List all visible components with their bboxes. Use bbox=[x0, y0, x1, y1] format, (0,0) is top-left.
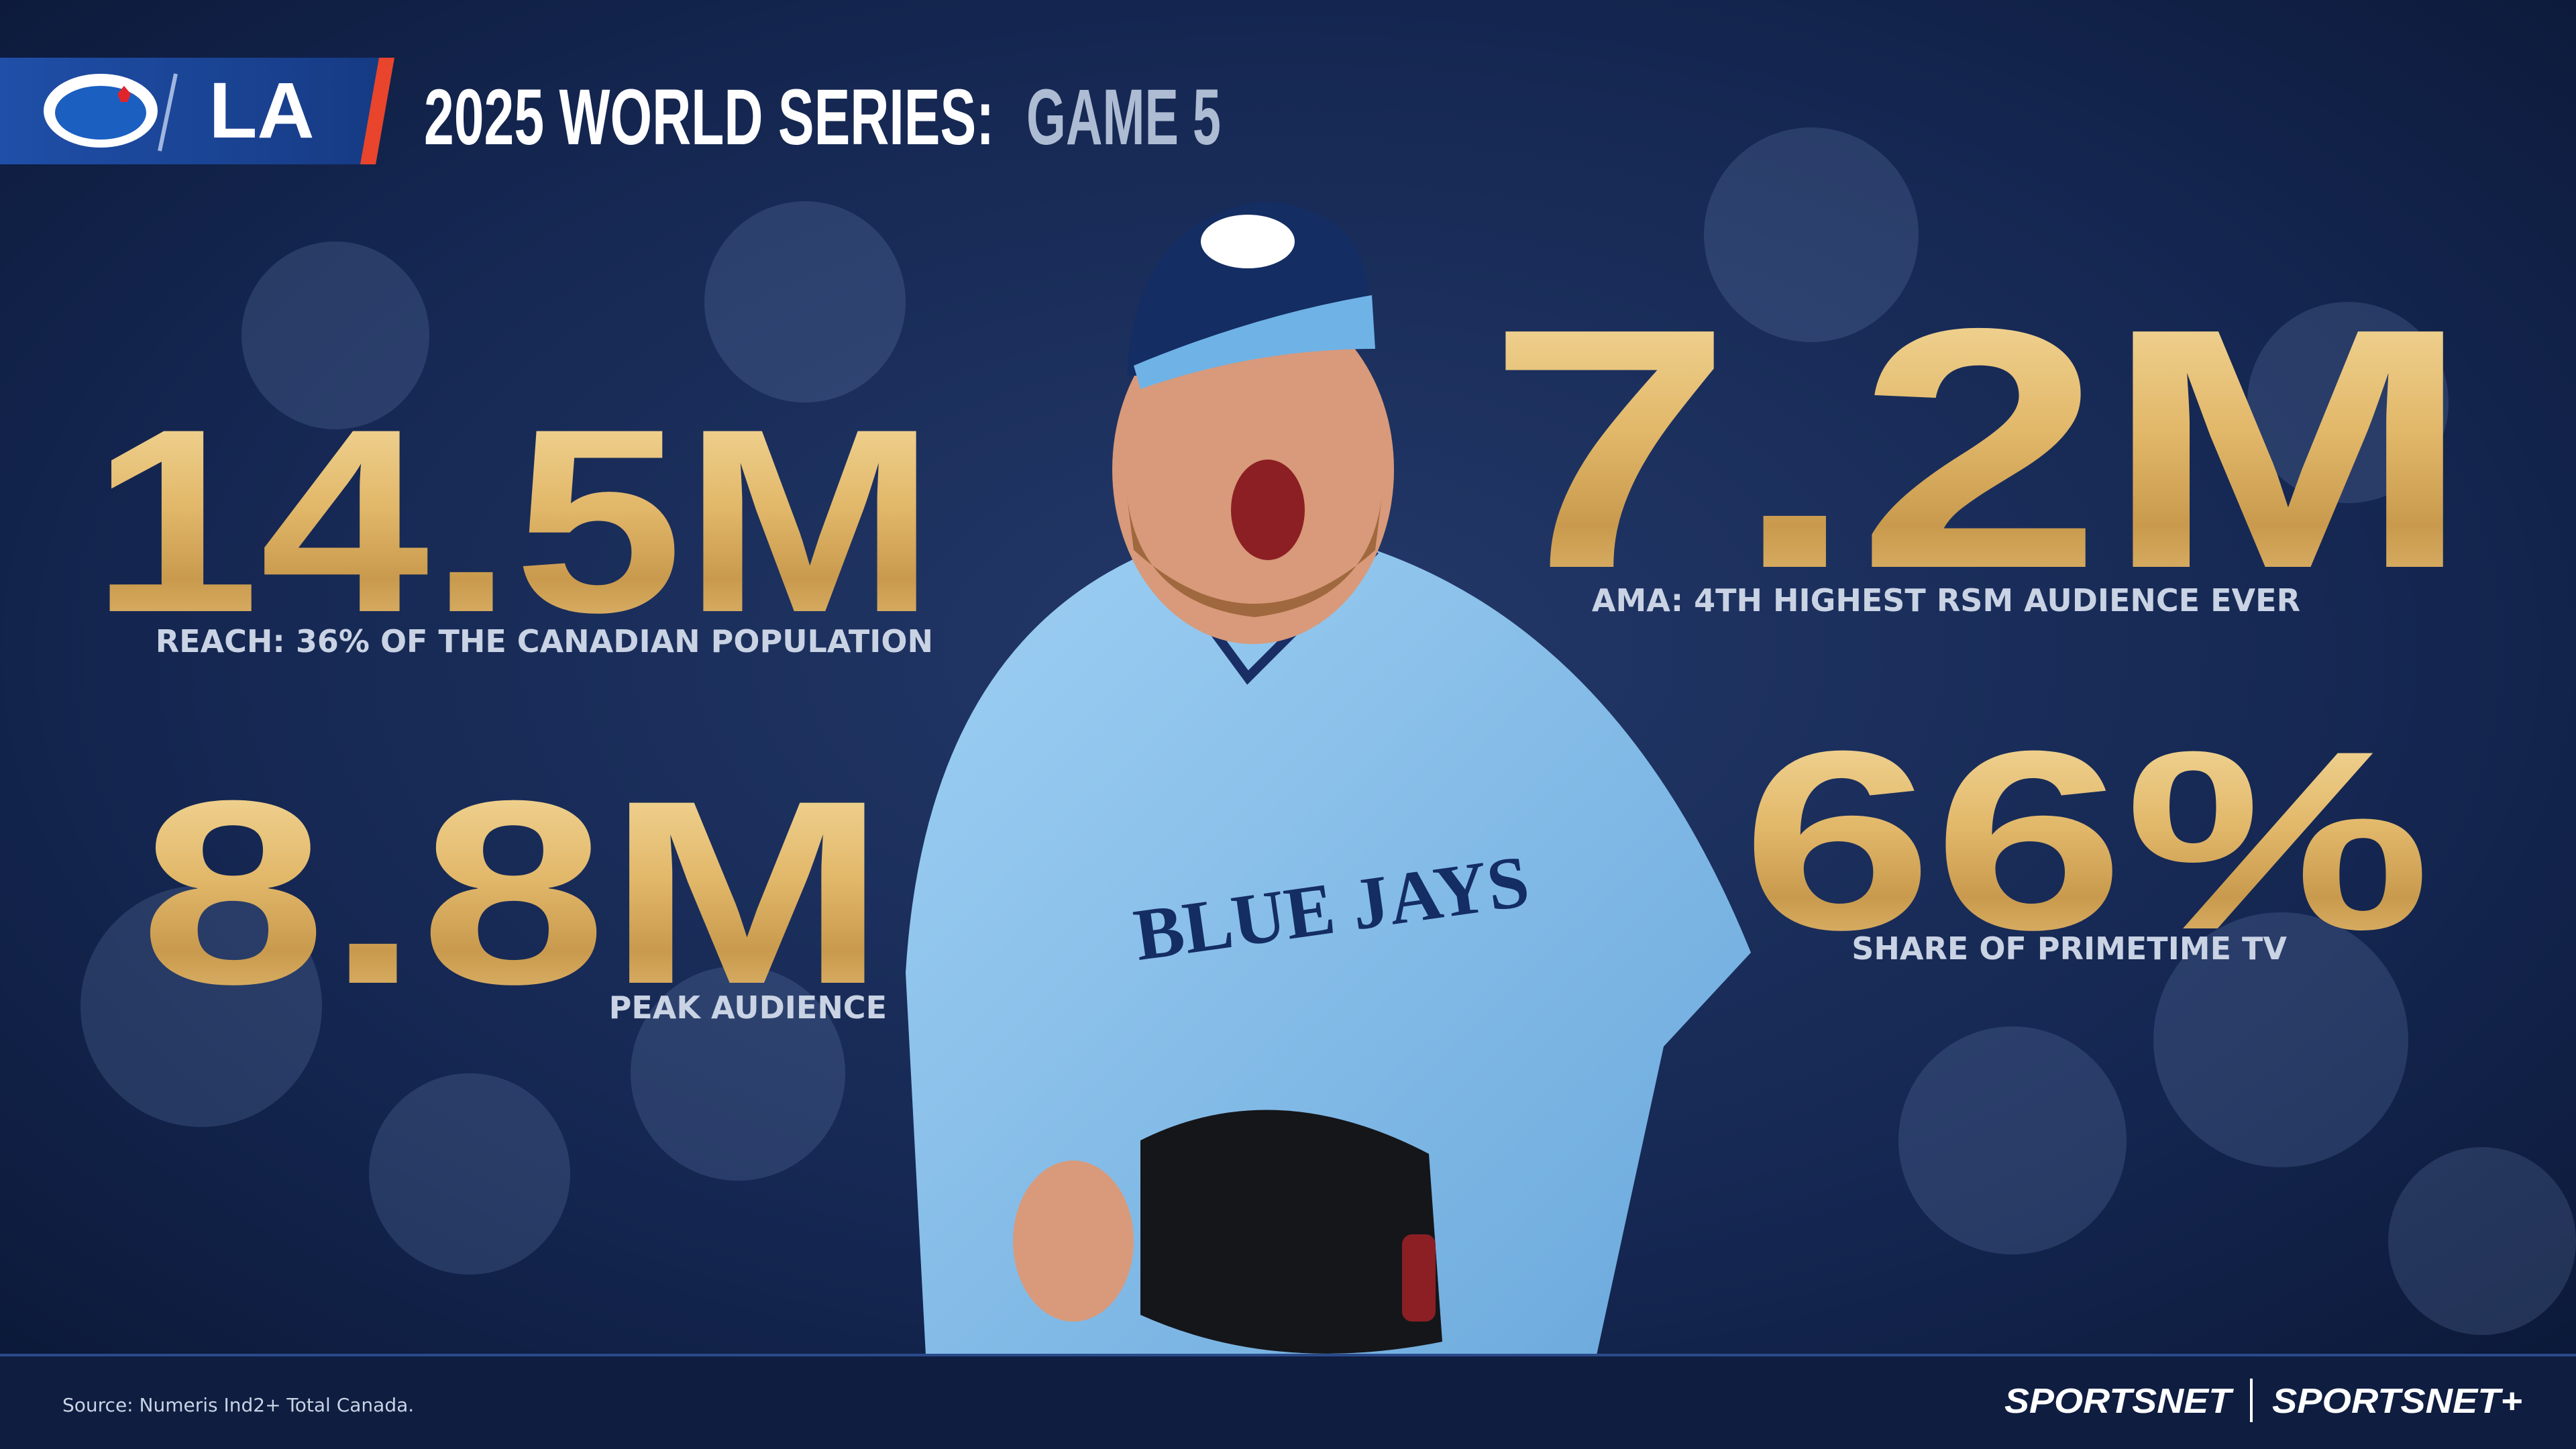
stat-value: 14.5M bbox=[91, 374, 936, 667]
source-note: Source: Numeris Ind2+ Total Canada. bbox=[62, 1394, 414, 1416]
stat-label: PEAK AUDIENCE bbox=[609, 989, 887, 1026]
stat-label: REACH: 36% OF THE CANADIAN POPULATION bbox=[156, 623, 933, 659]
logo-divider bbox=[158, 73, 178, 152]
subtitle: GAME 5 bbox=[1026, 73, 1221, 162]
crowd-bokeh bbox=[80, 127, 2576, 1335]
stat-value: 8.8M bbox=[140, 746, 887, 1038]
stat-value: 66% bbox=[1741, 698, 2431, 983]
brand: SPORTSNET bbox=[2004, 1382, 2235, 1421]
footer-bar bbox=[0, 1355, 2576, 1449]
blue-jays-logo bbox=[44, 74, 158, 148]
dodgers-logo: LA bbox=[209, 66, 314, 155]
brand-plus: SPORTSNET+ bbox=[2272, 1382, 2522, 1421]
stat-label: AMA: 4TH HIGHEST RSM AUDIENCE EVER bbox=[1592, 582, 2300, 619]
title: 2025 WORLD SERIES: bbox=[424, 73, 994, 162]
stat-value: 7.2M bbox=[1487, 258, 2473, 640]
stat-label: SHARE OF PRIMETIME TV bbox=[1851, 930, 2287, 967]
logo-bar-accent bbox=[360, 58, 394, 164]
player-photo: BLUE JAYS bbox=[906, 201, 1751, 1355]
